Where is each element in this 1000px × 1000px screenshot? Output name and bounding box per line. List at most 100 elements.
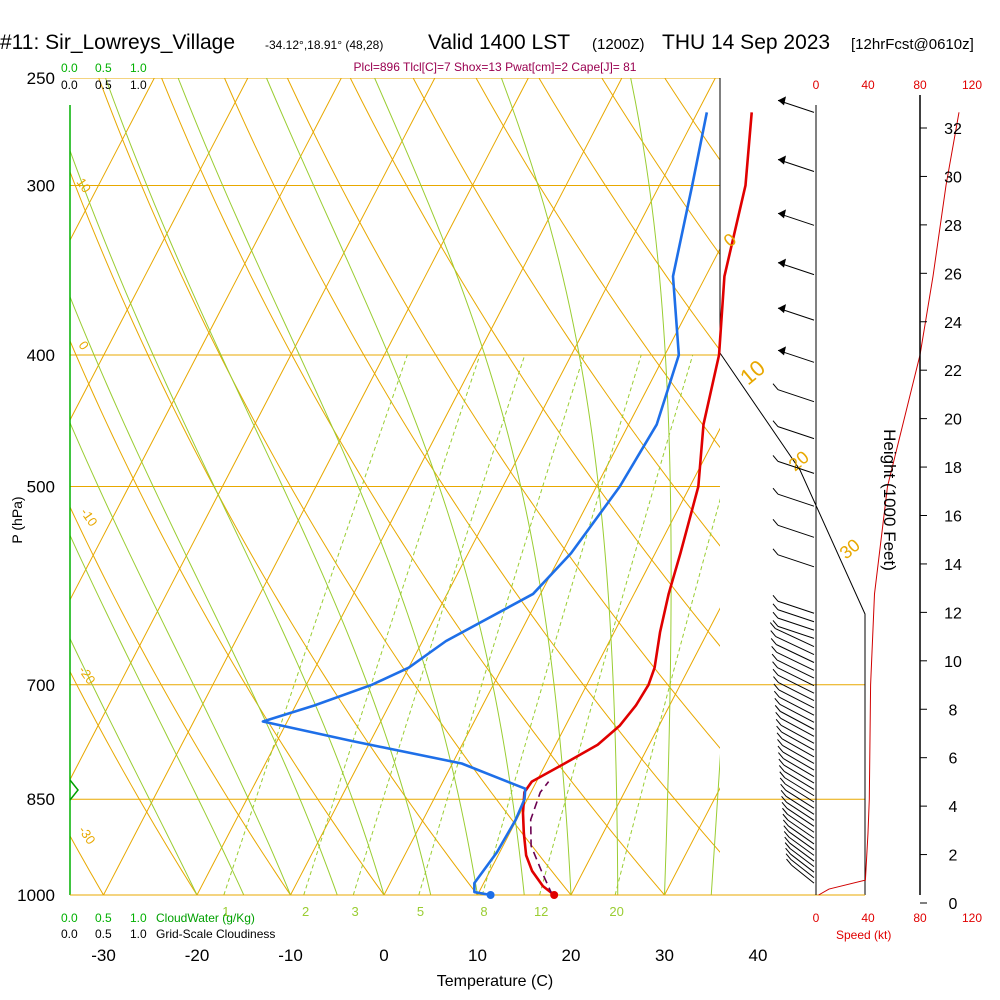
cloudwater-marker [69,779,79,801]
mixing-ratio-label: 1 [222,904,229,919]
wind-barb-staff [780,724,815,744]
wind-barb-flag [776,732,783,740]
wind-barb [777,739,815,764]
wind-barb [777,209,815,226]
wind-barb-flag [772,383,779,391]
dry-adiabat-line [70,670,198,895]
wind-barb-staff [790,853,815,873]
speed-tick-top: 0 [813,78,820,92]
wind-barb-flag [785,847,791,855]
y-axis-title: P (hPa) [9,496,25,543]
wind-barb [782,813,815,839]
wind-barb [776,725,815,751]
mixing-ratio-line [352,354,526,895]
wind-barb-flag [784,842,791,849]
wind-barb-staff [777,524,815,538]
wind-barb-staff [785,789,815,809]
dry-adiabat-line [224,78,720,853]
dry-adiabat-line [412,78,720,547]
wind-barb-flag [773,683,780,691]
moist-adiabat-line [500,78,619,895]
zulu-time: (1200Z) [592,36,645,53]
moist-adiabat-line [70,637,198,895]
wind-barb [772,518,815,538]
x-axis-title: Temperature (C) [437,973,553,990]
mixing-ratio-line [223,354,408,895]
mixing-ratio-line [481,354,642,895]
wind-barb-staff [777,554,815,568]
wind-speed-line [818,112,960,896]
pressure-tick-label: 250 [27,69,55,88]
wind-barb-staff [783,764,815,784]
wind-barb-flag [778,765,785,772]
wind-barb [778,758,815,784]
wind-barb-staff [777,625,815,639]
wind-barb-flag [776,725,782,733]
wind-barb-staff [777,609,815,623]
temperature-tick-label: -10 [278,946,303,965]
plot-frame [69,78,866,896]
wind-speed-profile [818,112,960,896]
dewpoint-profile-line [261,112,709,897]
wind-barb-staff [777,674,815,694]
temperature-tick-label: 30 [655,946,674,965]
wind-barb-staff [777,493,815,507]
wind-barb-staff [775,628,815,647]
wind-barb [779,771,815,797]
sounding-series [261,112,754,899]
pressure-tick-label: 400 [27,346,55,365]
cloudiness-scale-top: 0.5 [95,78,112,92]
wind-barb [775,712,815,737]
wind-barb-flag [782,813,789,821]
wind-barb [773,676,815,702]
wind-barb [773,690,815,716]
speed-tick-top: 120 [962,78,982,92]
wind-barb-staff [781,738,815,758]
moist-adiabat-line [70,421,291,895]
wind-barb [772,594,815,614]
dry-adiabat-line [70,170,478,895]
wind-barb-flag [771,653,778,661]
wind-barb-staff [775,644,815,663]
wind-barb-staff [787,813,815,833]
temperature-tick-label: 20 [562,946,581,965]
moist-adiabat-line [630,78,672,895]
mixing-ratio-line [614,498,720,895]
dry-adiabat-line [349,78,720,647]
wind-barb-staff [784,777,815,797]
cloudwater-scale-bottom: 0.0 [61,911,78,925]
isotherm-line [70,78,249,422]
wind-barb-staff [781,731,815,751]
wind-barb-staff [779,703,815,723]
axes-labels: 1 2 3 5 8 12 20100-10-20-300102030250300400500… [17,61,982,965]
pressure-tick-label: 500 [27,478,55,497]
moist-adiabat-line [177,78,478,895]
wind-barb [775,718,815,744]
cloudwater-scale-top: 0.5 [95,61,112,75]
wind-barb-pennant [778,258,786,268]
wind-barb-flag [773,676,779,683]
wind-barb-flag [777,739,783,746]
wind-barb [785,847,815,873]
wind-barb-flag [779,777,786,785]
moist-adiabat-line [266,78,525,895]
wind-barb-flag [784,836,791,844]
height-tick-label: 12 [944,605,962,622]
wind-barb-staff [788,836,815,856]
moist-adiabat-line [70,149,385,895]
station-coords: -34.12°,18.91° (48,28) [265,38,383,52]
wind-barb-flag [783,831,790,838]
wind-barb [771,653,815,679]
wind-barb-flag [772,518,779,526]
wind-barb-flag [775,712,782,719]
wind-barb-flag [778,758,785,766]
wind-barb-staff [777,667,815,687]
wind-barb [772,487,815,507]
wind-barb [778,752,815,778]
wind-barb [777,304,815,321]
height-axis-title: Height (1000 Feet) [880,429,899,571]
wind-barb-staff [784,771,815,790]
pressure-tick-label: 300 [27,176,55,195]
